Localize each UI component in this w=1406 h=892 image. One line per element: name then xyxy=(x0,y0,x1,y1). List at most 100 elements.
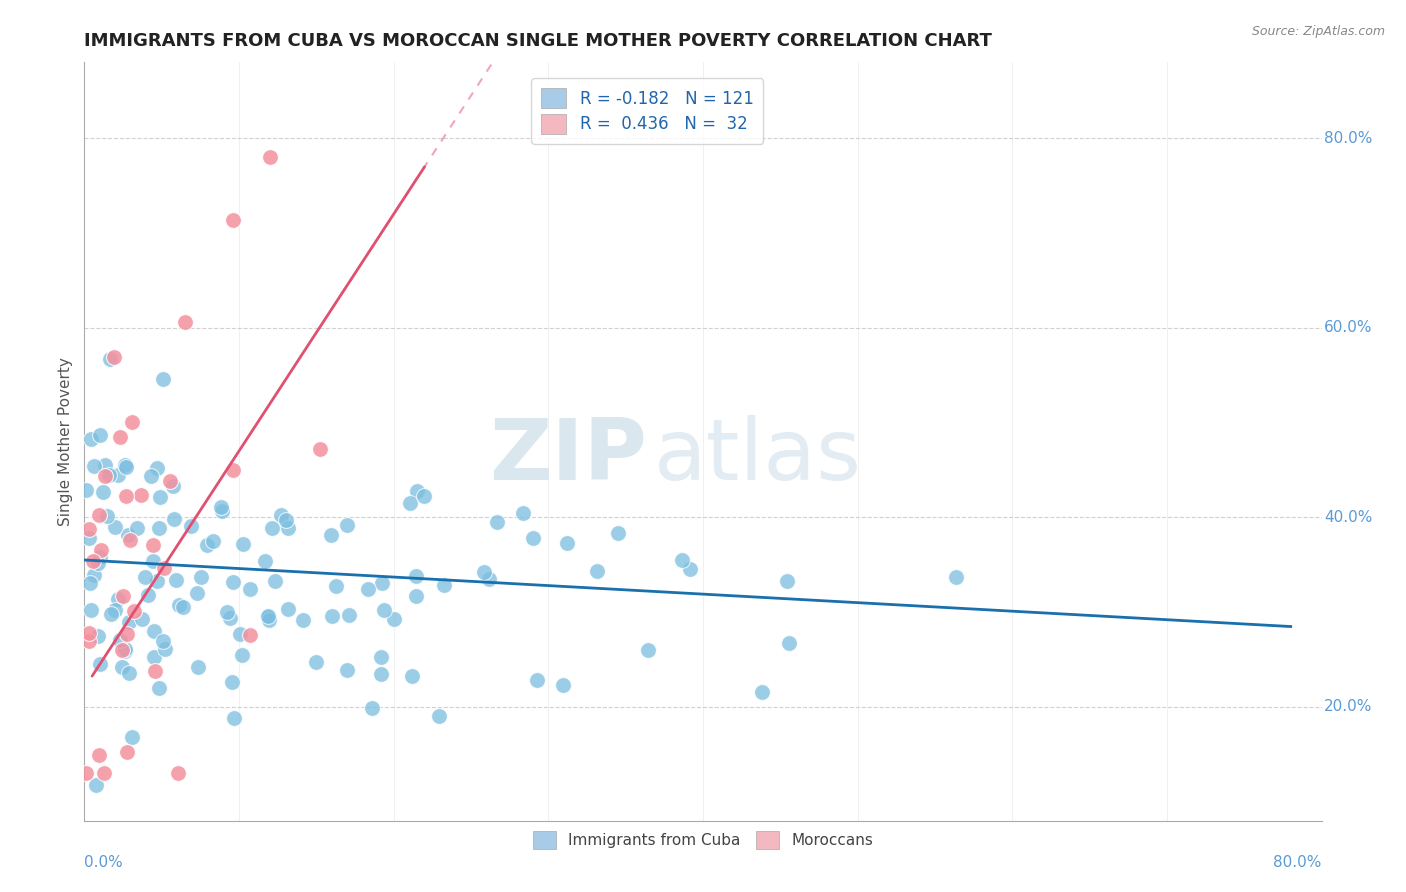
Point xyxy=(405,483,427,498)
Point xyxy=(107,592,129,607)
Point xyxy=(553,678,575,692)
Point xyxy=(211,504,233,518)
Point xyxy=(257,613,280,627)
Point xyxy=(159,475,181,489)
Point xyxy=(148,681,170,695)
Point xyxy=(218,611,240,625)
Point xyxy=(117,528,139,542)
Point xyxy=(115,627,138,641)
Point xyxy=(131,611,153,625)
Point xyxy=(165,574,187,588)
Point xyxy=(108,633,131,648)
Point xyxy=(526,673,548,687)
Text: ZIP: ZIP xyxy=(489,415,647,499)
Point xyxy=(83,567,105,582)
Point xyxy=(142,553,165,567)
Point xyxy=(262,521,284,535)
Point xyxy=(472,565,495,579)
Point xyxy=(96,509,118,524)
Point xyxy=(115,460,138,475)
Text: 80.0%: 80.0% xyxy=(1324,131,1372,145)
Point xyxy=(321,609,343,624)
Point xyxy=(75,766,97,780)
Point xyxy=(222,213,245,227)
Point xyxy=(77,522,100,536)
Point xyxy=(77,531,100,545)
Point xyxy=(89,657,111,671)
Text: atlas: atlas xyxy=(654,415,862,499)
Point xyxy=(103,350,125,364)
Point xyxy=(356,582,378,596)
Point xyxy=(143,664,166,678)
Point xyxy=(586,564,609,578)
Point xyxy=(229,626,252,640)
Point xyxy=(167,599,190,613)
Point xyxy=(325,579,347,593)
Point xyxy=(114,644,136,658)
Point xyxy=(91,485,114,500)
Point xyxy=(104,520,127,534)
Point xyxy=(115,489,138,503)
Point xyxy=(201,534,224,549)
Point xyxy=(112,589,135,603)
Point xyxy=(222,711,245,725)
Point xyxy=(107,468,129,483)
Point xyxy=(162,479,184,493)
Point xyxy=(277,521,299,535)
Text: 40.0%: 40.0% xyxy=(1324,510,1372,524)
Point xyxy=(222,463,245,477)
Point xyxy=(945,570,967,584)
Point xyxy=(671,553,693,567)
Point xyxy=(485,515,508,529)
Point xyxy=(778,636,800,650)
Point xyxy=(142,650,165,665)
Point xyxy=(370,666,392,681)
Point xyxy=(111,660,134,674)
Point xyxy=(148,521,170,535)
Point xyxy=(337,607,360,622)
Point xyxy=(217,605,239,619)
Point xyxy=(87,629,110,643)
Point xyxy=(87,747,110,762)
Point xyxy=(146,460,169,475)
Point xyxy=(136,588,159,602)
Text: 20.0%: 20.0% xyxy=(1324,699,1372,714)
Point xyxy=(231,648,253,662)
Point xyxy=(478,572,501,586)
Point xyxy=(399,496,422,510)
Point xyxy=(89,508,111,523)
Point xyxy=(94,458,117,472)
Point xyxy=(83,458,105,473)
Point xyxy=(432,578,454,592)
Point xyxy=(122,604,145,618)
Point xyxy=(118,615,141,630)
Point xyxy=(125,520,148,534)
Point xyxy=(607,525,630,540)
Point xyxy=(775,574,797,588)
Point xyxy=(98,467,121,482)
Point xyxy=(336,518,359,533)
Point xyxy=(108,430,131,444)
Point xyxy=(172,599,194,614)
Text: IMMIGRANTS FROM CUBA VS MOROCCAN SINGLE MOTHER POVERTY CORRELATION CHART: IMMIGRANTS FROM CUBA VS MOROCCAN SINGLE … xyxy=(84,32,993,50)
Point xyxy=(678,562,700,576)
Text: 0.0%: 0.0% xyxy=(84,855,124,870)
Point xyxy=(405,569,427,583)
Point xyxy=(121,415,143,429)
Point xyxy=(309,442,332,457)
Point xyxy=(405,589,427,603)
Point xyxy=(86,556,108,570)
Point xyxy=(103,603,125,617)
Point xyxy=(120,533,142,547)
Point xyxy=(129,488,152,502)
Point xyxy=(259,150,281,164)
Point xyxy=(152,371,174,385)
Point xyxy=(319,528,342,542)
Point xyxy=(79,576,101,591)
Point xyxy=(187,660,209,674)
Point xyxy=(118,666,141,681)
Point xyxy=(134,570,156,584)
Point xyxy=(370,649,392,664)
Point xyxy=(401,669,423,683)
Point xyxy=(305,655,328,669)
